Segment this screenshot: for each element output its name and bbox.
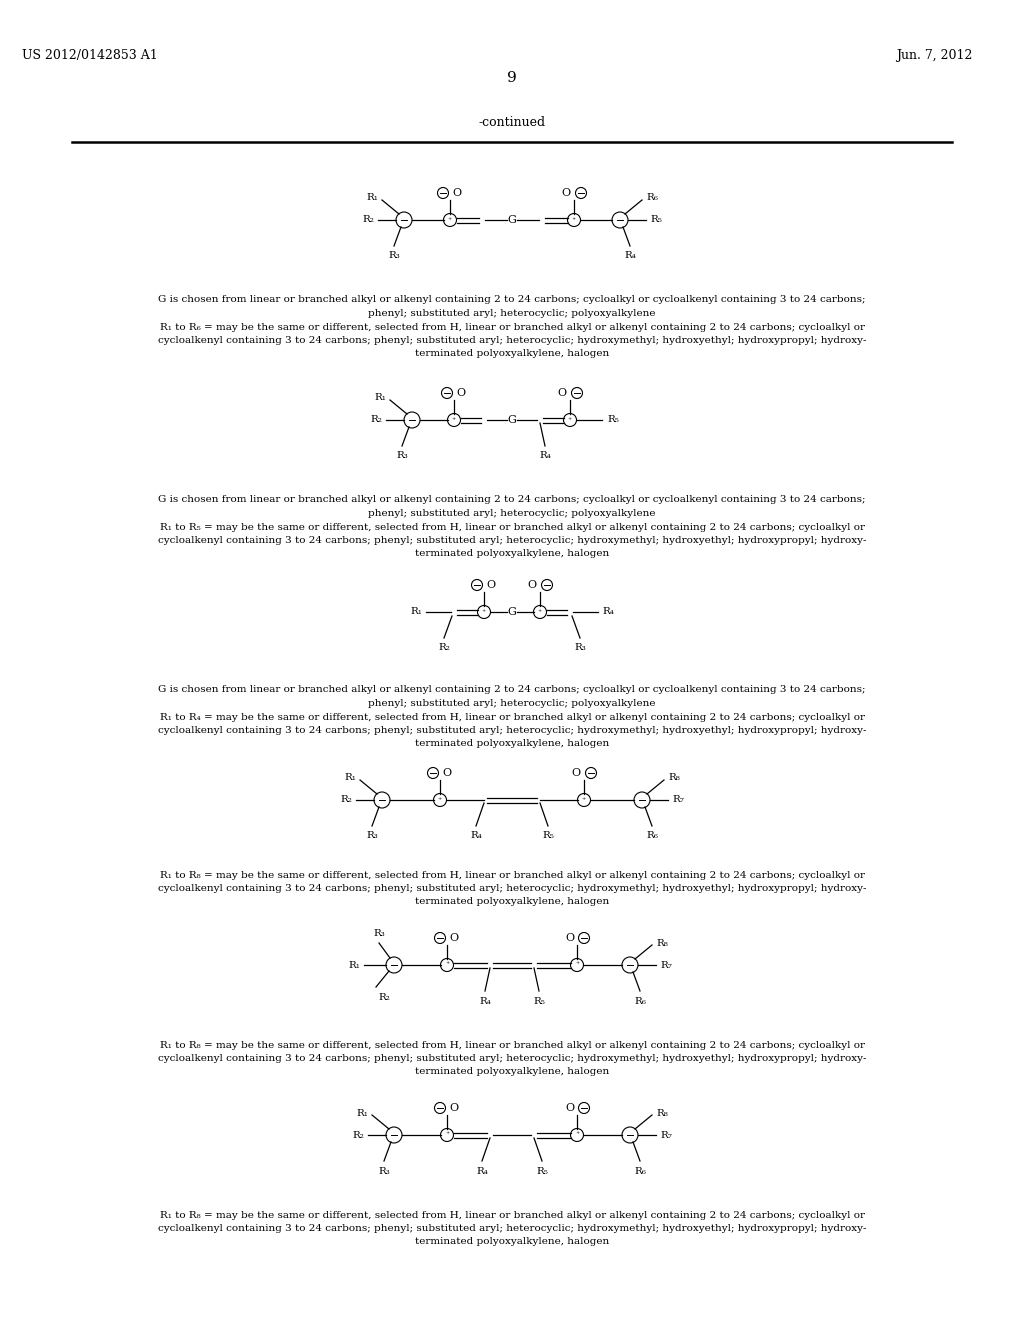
Text: cycloalkenyl containing 3 to 24 carbons; phenyl; substituted aryl; heterocyclic;: cycloalkenyl containing 3 to 24 carbons;… [158, 1053, 866, 1063]
Text: phenyl; substituted aryl; heterocyclic; polyoxyalkylene: phenyl; substituted aryl; heterocyclic; … [369, 510, 655, 517]
Text: R₅: R₅ [542, 832, 554, 841]
Text: R₈: R₈ [656, 1109, 668, 1118]
Text: R₅: R₅ [650, 215, 662, 224]
Text: O: O [528, 579, 537, 590]
Text: R₇: R₇ [660, 961, 672, 969]
Text: US 2012/0142853 A1: US 2012/0142853 A1 [23, 49, 158, 62]
Text: R₅: R₅ [607, 416, 618, 425]
Text: terminated polyoxyalkylene, halogen: terminated polyoxyalkylene, halogen [415, 1068, 609, 1077]
Text: cycloalkenyl containing 3 to 24 carbons; phenyl; substituted aryl; heterocyclic;: cycloalkenyl containing 3 to 24 carbons;… [158, 726, 866, 735]
Text: R₁ to R₄ = may be the same or different, selected from H, linear or branched alk: R₁ to R₄ = may be the same or different,… [160, 713, 864, 722]
Text: R₁ to R₈ = may be the same or different, selected from H, linear or branched alk: R₁ to R₈ = may be the same or different,… [160, 870, 864, 879]
Text: R₁: R₁ [344, 774, 356, 783]
Text: G is chosen from linear or branched alkyl or alkenyl containing 2 to 24 carbons;: G is chosen from linear or branched alky… [159, 296, 865, 305]
Text: ⁺: ⁺ [445, 1130, 450, 1139]
Text: O: O [486, 579, 496, 590]
Text: Jun. 7, 2012: Jun. 7, 2012 [896, 49, 972, 62]
Text: O: O [562, 187, 571, 198]
Text: O: O [456, 388, 465, 399]
Text: O: O [571, 768, 581, 777]
Text: G is chosen from linear or branched alkyl or alkenyl containing 2 to 24 carbons;: G is chosen from linear or branched alky… [159, 685, 865, 694]
Text: G: G [508, 414, 516, 425]
Text: R₂: R₂ [362, 215, 374, 224]
Text: cycloalkenyl containing 3 to 24 carbons; phenyl; substituted aryl; heterocyclic;: cycloalkenyl containing 3 to 24 carbons;… [158, 536, 866, 545]
Text: R₃: R₃ [574, 644, 586, 652]
Text: R₃: R₃ [373, 928, 385, 937]
Text: ⁺: ⁺ [574, 1130, 579, 1139]
Text: 9: 9 [507, 71, 517, 84]
Text: phenyl; substituted aryl; heterocyclic; polyoxyalkylene: phenyl; substituted aryl; heterocyclic; … [369, 309, 655, 318]
Text: R₄: R₄ [476, 1167, 488, 1176]
Text: R₁ to R₅ = may be the same or different, selected from H, linear or branched alk: R₁ to R₅ = may be the same or different,… [160, 523, 864, 532]
Text: R₇: R₇ [672, 796, 684, 804]
Text: R₁ to R₈ = may be the same or different, selected from H, linear or branched alk: R₁ to R₈ = may be the same or different,… [160, 1210, 864, 1220]
Text: ⁺: ⁺ [568, 416, 572, 425]
Text: R₆: R₆ [646, 832, 658, 841]
Text: G: G [508, 215, 516, 224]
Text: O: O [442, 768, 452, 777]
Text: ⁺: ⁺ [445, 961, 450, 969]
Text: R₄: R₄ [539, 451, 551, 461]
Text: R₁ to R₆ = may be the same or different, selected from H, linear or branched alk: R₁ to R₆ = may be the same or different,… [160, 322, 864, 331]
Text: R₄: R₄ [479, 997, 490, 1006]
Text: terminated polyoxyalkylene, halogen: terminated polyoxyalkylene, halogen [415, 739, 609, 748]
Text: R₈: R₈ [656, 939, 668, 948]
Text: O: O [565, 1104, 574, 1113]
Text: R₃: R₃ [388, 252, 400, 260]
Text: R₂: R₂ [370, 416, 382, 425]
Text: R₁: R₁ [374, 393, 386, 403]
Text: G: G [508, 607, 516, 616]
Text: cycloalkenyl containing 3 to 24 carbons; phenyl; substituted aryl; heterocyclic;: cycloalkenyl containing 3 to 24 carbons;… [158, 1224, 866, 1233]
Text: R₆: R₆ [634, 997, 646, 1006]
Text: R₁: R₁ [356, 1109, 368, 1118]
Text: R₁: R₁ [411, 607, 422, 616]
Text: R₂: R₂ [352, 1130, 364, 1139]
Text: R₂: R₂ [378, 993, 390, 1002]
Text: ⁺: ⁺ [574, 961, 579, 969]
Text: ⁺: ⁺ [438, 796, 442, 804]
Text: R₈: R₈ [668, 774, 680, 783]
Text: terminated polyoxyalkylene, halogen: terminated polyoxyalkylene, halogen [415, 1238, 609, 1246]
Text: R₃: R₃ [367, 832, 378, 841]
Text: R₄: R₄ [470, 832, 482, 841]
Text: R₆: R₆ [634, 1167, 646, 1176]
Text: R₁ to R₈ = may be the same or different, selected from H, linear or branched alk: R₁ to R₈ = may be the same or different,… [160, 1040, 864, 1049]
Text: G is chosen from linear or branched alkyl or alkenyl containing 2 to 24 carbons;: G is chosen from linear or branched alky… [159, 495, 865, 504]
Text: ⁺: ⁺ [482, 607, 486, 616]
Text: -continued: -continued [478, 116, 546, 128]
Text: O: O [452, 187, 461, 198]
Text: terminated polyoxyalkylene, halogen: terminated polyoxyalkylene, halogen [415, 350, 609, 359]
Text: R₃: R₃ [378, 1167, 390, 1176]
Text: R₁: R₁ [348, 961, 360, 969]
Text: R₄: R₄ [624, 252, 636, 260]
Text: R₂: R₂ [438, 644, 450, 652]
Text: R₆: R₆ [646, 194, 657, 202]
Text: O: O [558, 388, 567, 399]
Text: O: O [565, 933, 574, 942]
Text: R₃: R₃ [396, 451, 408, 461]
Text: R₅: R₅ [536, 1167, 548, 1176]
Text: R₁: R₁ [367, 194, 378, 202]
Text: phenyl; substituted aryl; heterocyclic; polyoxyalkylene: phenyl; substituted aryl; heterocyclic; … [369, 700, 655, 708]
Text: ⁺: ⁺ [538, 607, 542, 616]
Text: R₇: R₇ [660, 1130, 672, 1139]
Text: O: O [449, 1104, 458, 1113]
Text: ⁺: ⁺ [572, 215, 577, 224]
Text: R₄: R₄ [602, 607, 613, 616]
Text: R₅: R₅ [534, 997, 545, 1006]
Text: R₂: R₂ [340, 796, 352, 804]
Text: O: O [449, 933, 458, 942]
Text: cycloalkenyl containing 3 to 24 carbons; phenyl; substituted aryl; heterocyclic;: cycloalkenyl containing 3 to 24 carbons;… [158, 337, 866, 345]
Text: terminated polyoxyalkylene, halogen: terminated polyoxyalkylene, halogen [415, 898, 609, 907]
Text: ⁺: ⁺ [582, 796, 586, 804]
Text: ⁺: ⁺ [447, 215, 452, 224]
Text: cycloalkenyl containing 3 to 24 carbons; phenyl; substituted aryl; heterocyclic;: cycloalkenyl containing 3 to 24 carbons;… [158, 884, 866, 894]
Text: terminated polyoxyalkylene, halogen: terminated polyoxyalkylene, halogen [415, 549, 609, 558]
Text: ⁺: ⁺ [452, 416, 456, 425]
